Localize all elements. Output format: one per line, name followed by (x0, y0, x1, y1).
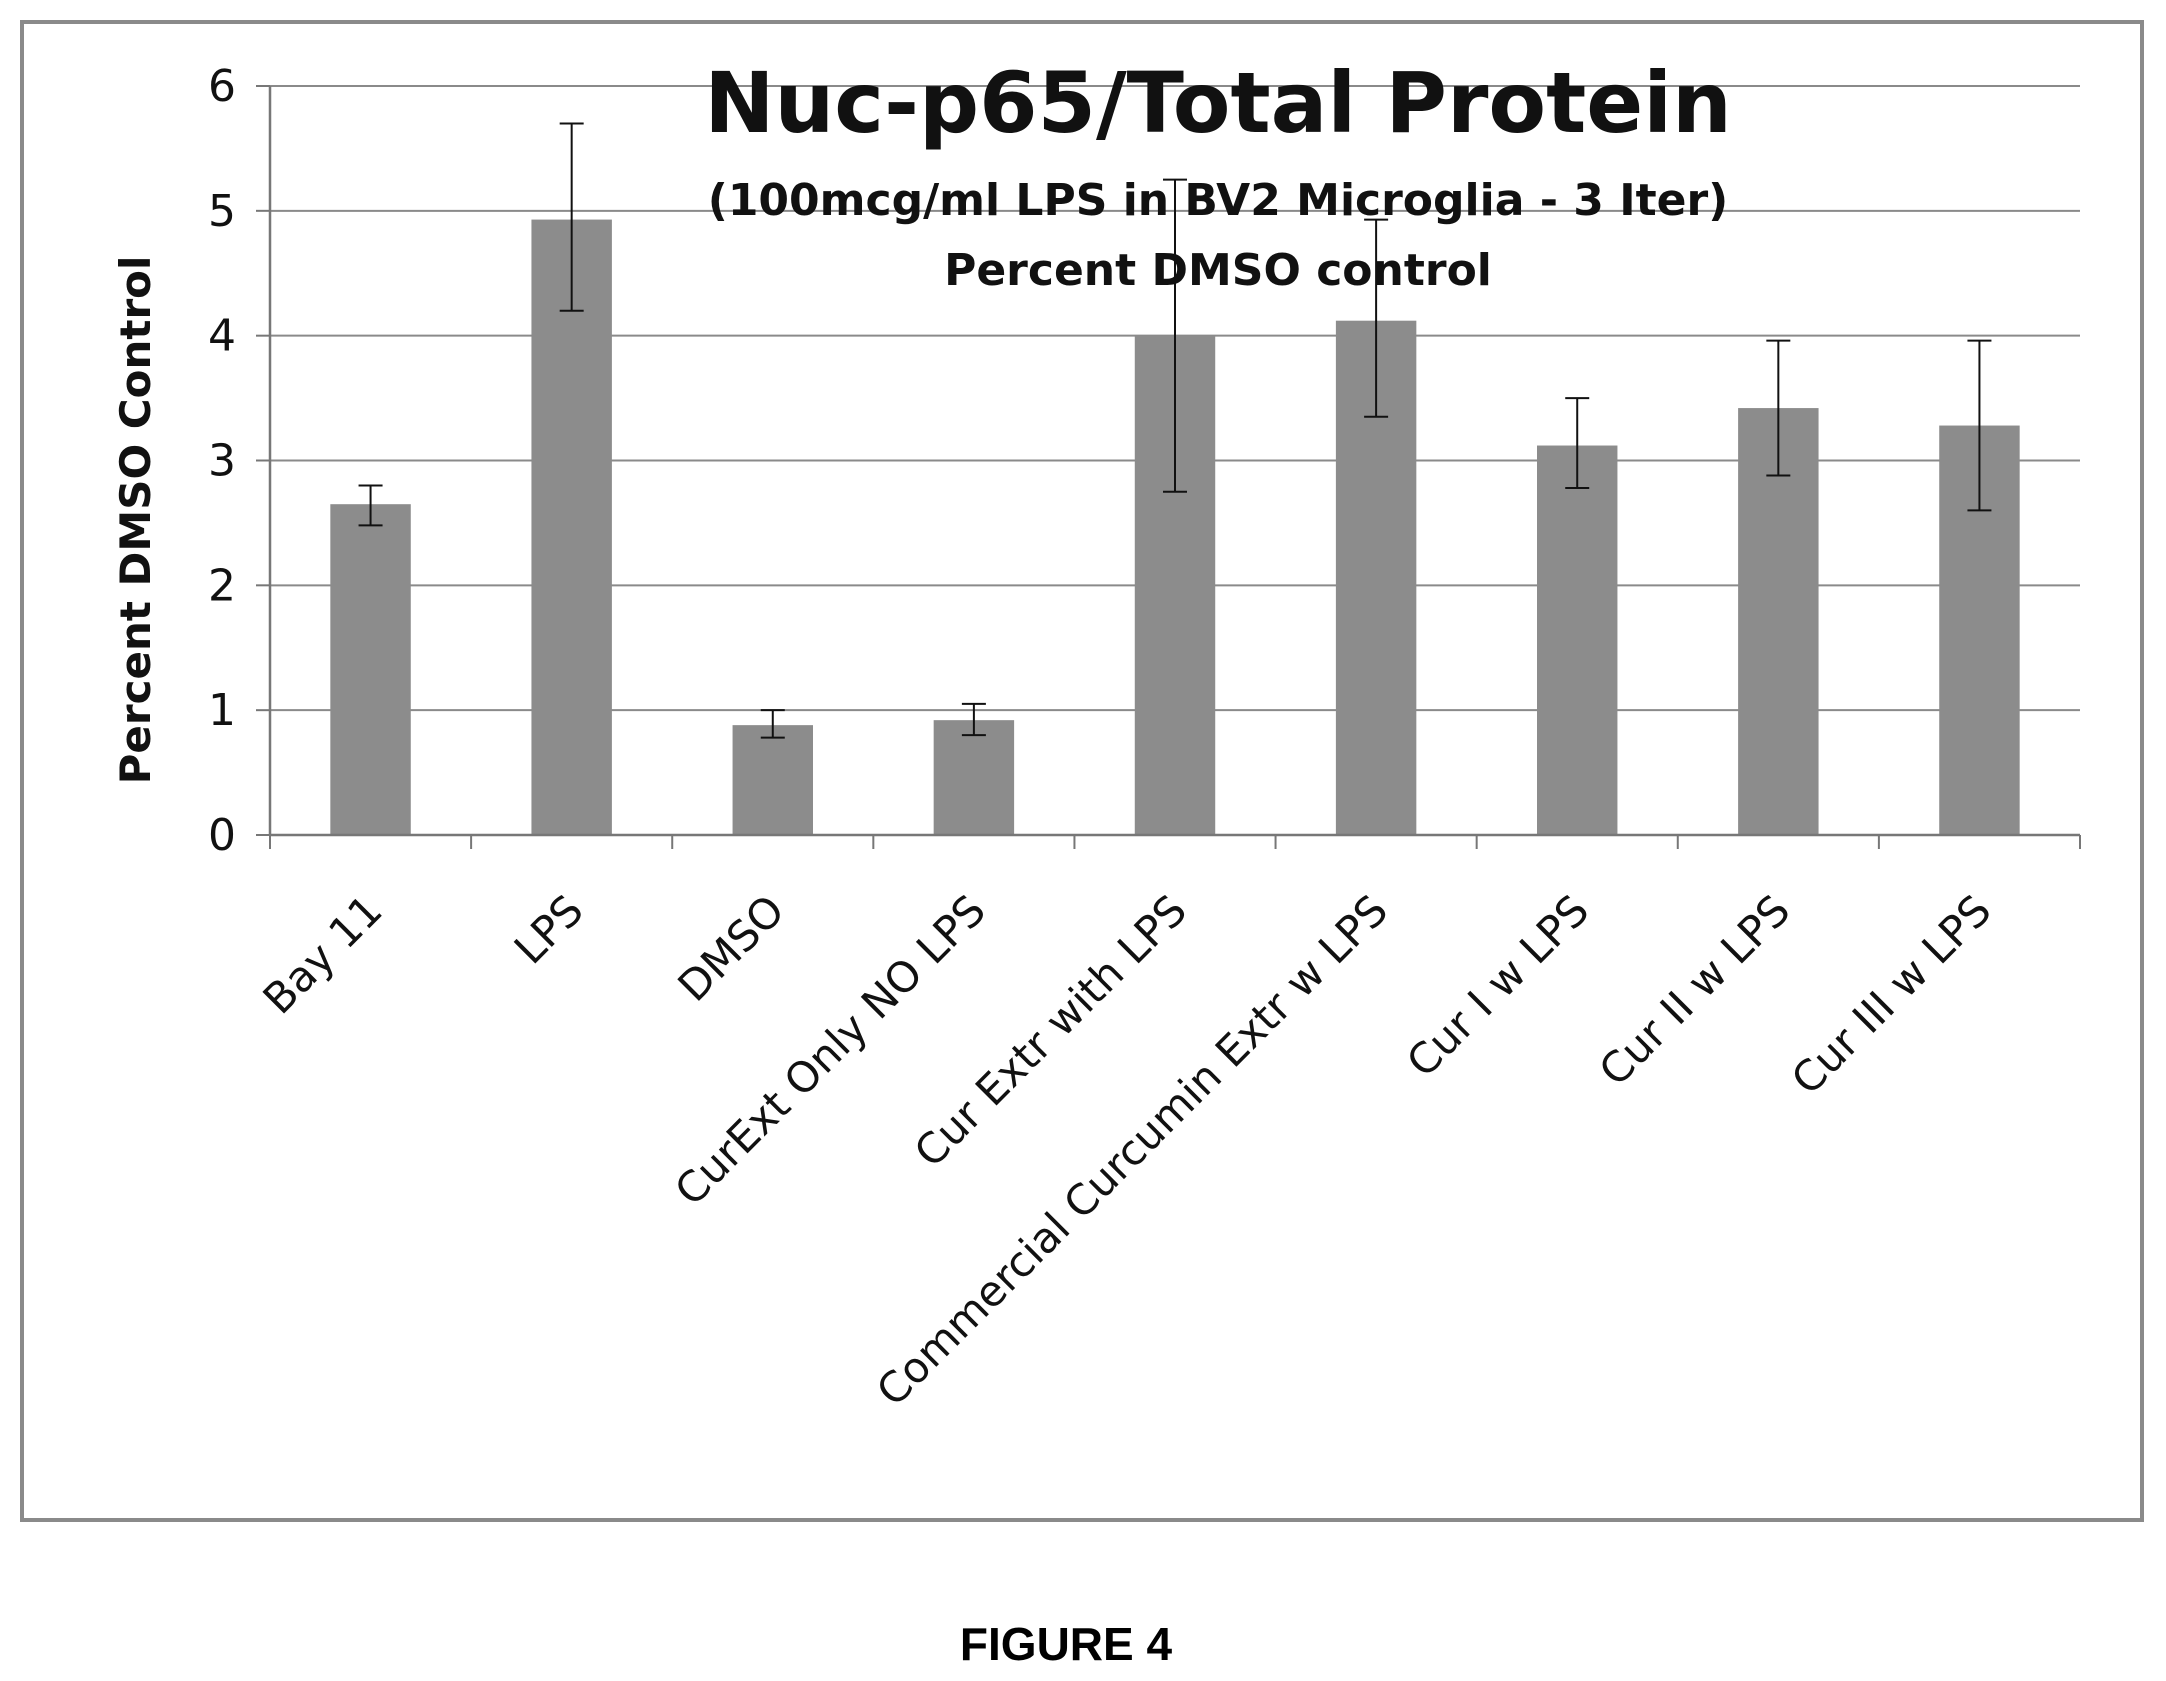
y-tick-label: 2 (208, 560, 236, 611)
bar (330, 504, 411, 835)
y-tick-label: 3 (208, 436, 236, 487)
bar (933, 720, 1015, 835)
chart-title: Nuc-p65/Total Protein (704, 54, 1732, 152)
axes (256, 85, 2081, 849)
figure-caption: FIGURE 4 (960, 1618, 1173, 1670)
bar (732, 725, 813, 835)
bar (1537, 445, 1618, 835)
y-tick-label: 0 (208, 810, 236, 861)
chart-subtitle-line1: (100mcg/ml LPS in BV2 Microglia - 3 Iter… (708, 175, 1729, 226)
chart-subtitle-line2: Percent DMSO control (944, 245, 1492, 296)
bar (531, 219, 612, 836)
y-tick-label: 4 (208, 311, 236, 362)
bar (1738, 408, 1819, 835)
bars (330, 219, 2020, 836)
y-tick-label: 1 (208, 685, 236, 736)
y-tick-label: 6 (208, 61, 236, 112)
y-tick-label: 5 (208, 186, 236, 237)
y-axis-label: Percent DMSO Control (111, 256, 160, 785)
y-tick-labels: 0 1 2 3 4 5 6 (208, 61, 236, 861)
error-bars (358, 122, 1992, 739)
